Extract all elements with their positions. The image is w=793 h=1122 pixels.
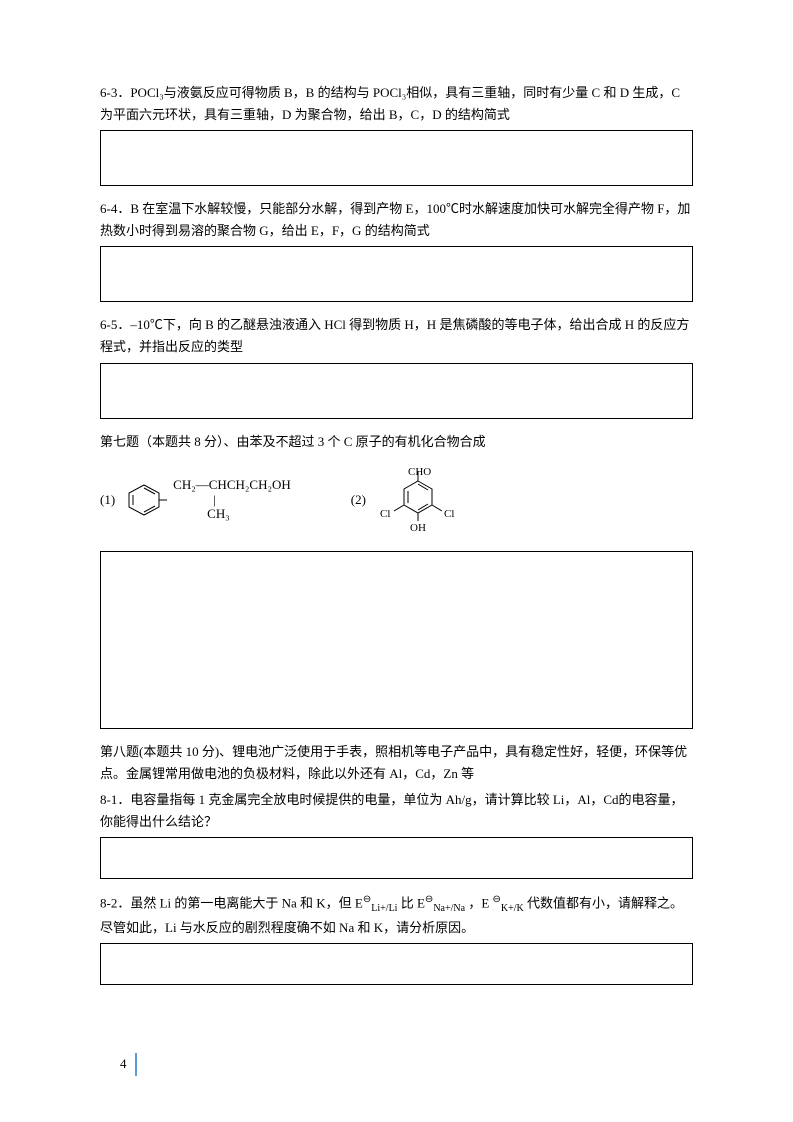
q8-2-b: 比 E bbox=[397, 895, 424, 910]
q6-5-answer-box bbox=[100, 363, 693, 419]
q8-2-sub1: Li+/Li bbox=[371, 903, 397, 914]
q7-struct2-label: (2) bbox=[351, 489, 366, 511]
q8-2-answer-box bbox=[100, 943, 693, 985]
q7-struct1-label: (1) bbox=[100, 489, 115, 511]
q7-struct1-l2: | bbox=[173, 492, 216, 507]
q7-answer-box bbox=[100, 551, 693, 729]
oh-label: OH bbox=[410, 522, 426, 534]
phenol-struct-icon: CHO Cl Cl OH bbox=[372, 465, 464, 535]
q8-1-text: 8-1．电容量指每 1 克金属完全放电时候提供的电量，单位为 Ah/g，请计算比… bbox=[100, 789, 693, 833]
cl-right-label: Cl bbox=[444, 508, 454, 520]
cl-left-label: Cl bbox=[380, 508, 390, 520]
q8-2-text: 8-2．虽然 Li 的第一电离能大于 Na 和 K，但 E⊖Li+/Li 比 E… bbox=[100, 891, 693, 939]
benzene-icon bbox=[121, 480, 167, 520]
q6-4-text: 6-4．B 在室温下水解较慢，只能部分水解，得到产物 E，100℃时水解速度加快… bbox=[100, 198, 693, 242]
q8-2-sub3: K+/K bbox=[501, 903, 524, 914]
q6-4-answer-box bbox=[100, 246, 693, 302]
cho-label: CHO bbox=[408, 466, 431, 478]
q8-intro: 第八题(本题共 10 分)、锂电池广泛使用于手表，照相机等电子产品中，具有稳定性… bbox=[100, 741, 693, 785]
page-number: 4 bbox=[120, 1053, 137, 1076]
q8-1-answer-box bbox=[100, 837, 693, 879]
q6-3-text: 6-3．POCl₃与液氨反应可得物质 B，B 的结构与 POCl₃相似，具有三重… bbox=[100, 82, 693, 126]
q8-2-sub2: Na+/Na bbox=[433, 903, 465, 914]
q6-3-answer-box bbox=[100, 130, 693, 186]
q8-2-a: 8-2．虽然 Li 的第一电离能大于 Na 和 K，但 E bbox=[100, 895, 363, 910]
q7-struct1-l3: CH₃ bbox=[173, 506, 230, 521]
q7-struct1: (1) CH₂—CHCH₂CH₂OH | CH₃ bbox=[100, 478, 291, 521]
q7-struct2: (2) CHO Cl Cl OH bbox=[351, 465, 464, 535]
q8-2-c: ，E bbox=[465, 895, 492, 910]
q7-structures: (1) CH₂—CHCH₂CH₂OH | CH₃ (2) CHO Cl C bbox=[100, 465, 693, 535]
q7-struct1-l1: CH₂—CHCH₂CH₂OH bbox=[173, 477, 291, 492]
q7-text: 第七题（本题共 8 分）、由苯及不超过 3 个 C 原子的有机化合物合成 bbox=[100, 431, 693, 453]
q7-struct1-formula: CH₂—CHCH₂CH₂OH | CH₃ bbox=[173, 478, 291, 521]
q6-5-text: 6-5．–10℃下，向 B 的乙醚悬浊液通入 HCl 得到物质 H，H 是焦磷酸… bbox=[100, 314, 693, 358]
